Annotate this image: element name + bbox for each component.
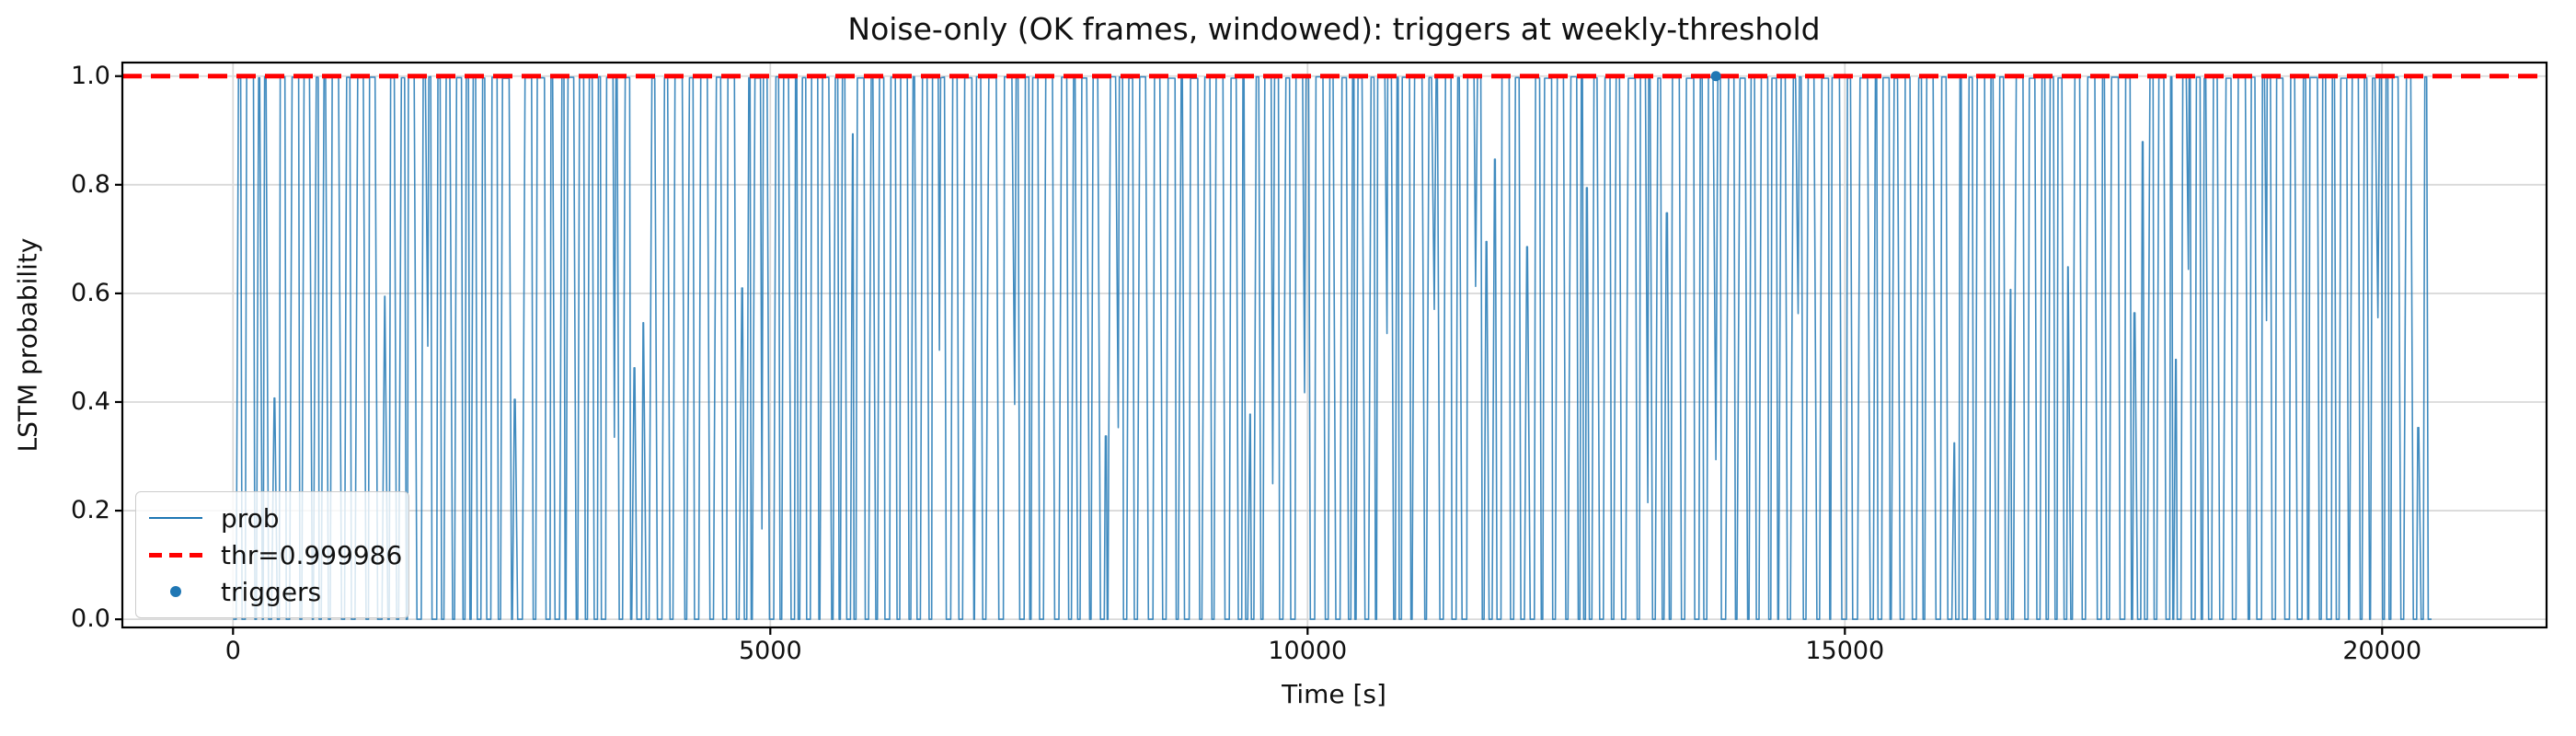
chart-title: Noise-only (OK frames, windowed): trigge… <box>847 11 1821 47</box>
y-tick-label: 0.0 <box>71 604 110 634</box>
y-tick-label: 0.6 <box>71 278 110 307</box>
axis-tick-marks <box>115 75 2384 635</box>
legend-entry-triggers: triggers <box>149 573 396 610</box>
legend: prob thr=0.999986 triggers <box>135 491 409 618</box>
trigger-markers <box>1710 71 1721 82</box>
legend-label-prob: prob <box>221 502 280 534</box>
axes-spines <box>121 61 2548 629</box>
x-tick-label: 5000 <box>738 637 802 665</box>
trigger-dot-icon <box>149 586 202 597</box>
x-tick-label: 10000 <box>1268 637 1348 665</box>
legend-label-triggers: triggers <box>221 576 322 607</box>
y-axis-label: LSTM probability <box>12 237 43 453</box>
y-tick-label: 0.2 <box>71 496 110 525</box>
legend-entry-prob: prob <box>149 500 396 536</box>
y-tick-label: 0.8 <box>71 169 110 199</box>
y-tick-label: 1.0 <box>71 61 110 90</box>
y-tick-label: 0.4 <box>71 386 110 416</box>
x-axis-label: Time [s] <box>1282 679 1386 709</box>
legend-label-threshold: thr=0.999986 <box>221 539 403 570</box>
prob-series <box>233 75 2432 620</box>
prob-line-icon <box>149 517 202 519</box>
x-tick-label: 20000 <box>2342 637 2422 665</box>
x-tick-label: 0 <box>224 637 241 665</box>
legend-entry-threshold: thr=0.999986 <box>149 536 402 573</box>
x-tick-label: 15000 <box>1805 637 1885 665</box>
threshold-dash-icon <box>149 552 202 558</box>
